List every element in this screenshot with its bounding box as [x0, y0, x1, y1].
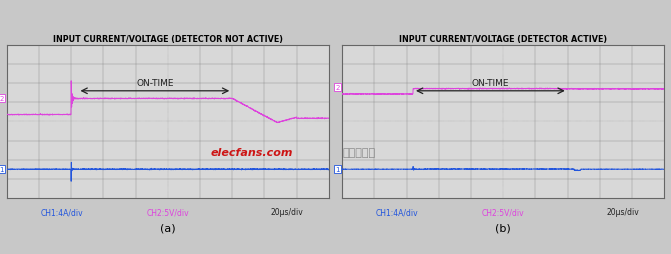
Text: ON-TIME: ON-TIME	[136, 79, 174, 88]
Text: CH2:5V/div: CH2:5V/div	[482, 207, 525, 216]
Text: 20μs/div: 20μs/div	[606, 207, 639, 216]
Title: INPUT CURRENT/VOLTAGE (DETECTOR NOT ACTIVE): INPUT CURRENT/VOLTAGE (DETECTOR NOT ACTI…	[53, 35, 282, 44]
Text: elecfans.com: elecfans.com	[211, 147, 293, 157]
Text: CH2:5V/div: CH2:5V/div	[146, 207, 189, 216]
Text: 20μs/div: 20μs/div	[270, 207, 303, 216]
Text: 2: 2	[336, 85, 340, 91]
Text: 2: 2	[0, 96, 4, 102]
Text: (a): (a)	[160, 223, 176, 232]
Text: (b): (b)	[495, 223, 511, 232]
Text: 1: 1	[0, 167, 4, 172]
Text: CH1:4A/div: CH1:4A/div	[376, 207, 418, 216]
Text: CH1:4A/div: CH1:4A/div	[40, 207, 83, 216]
Title: INPUT CURRENT/VOLTAGE (DETECTOR ACTIVE): INPUT CURRENT/VOLTAGE (DETECTOR ACTIVE)	[399, 35, 607, 44]
Text: 1: 1	[335, 167, 340, 172]
Text: 电子发烧友: 电子发烧友	[342, 147, 376, 157]
Text: ON-TIME: ON-TIME	[472, 79, 509, 88]
